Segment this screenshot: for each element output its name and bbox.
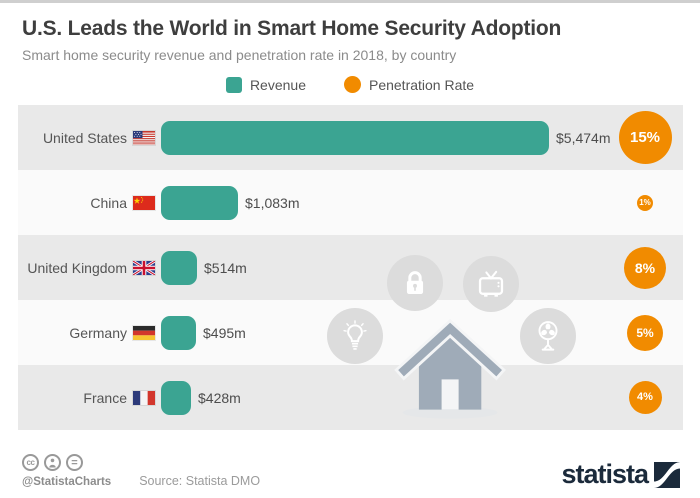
legend-item-revenue: Revenue: [225, 76, 306, 93]
license-icons: cc =: [22, 454, 260, 471]
country-cell: China: [18, 194, 161, 211]
revenue-bar: [161, 120, 549, 155]
country-label: Germany: [69, 324, 127, 341]
country-cell: United Kingdom: [18, 259, 161, 276]
page-title: U.S. Leads the World in Smart Home Secur…: [22, 17, 562, 40]
bar-cell: $5,474m: [161, 120, 683, 155]
bar-chart: United States $5,474m 15% China: [18, 105, 683, 431]
bar-cell: $495m: [161, 315, 683, 350]
penetration-badge: 1%: [637, 194, 653, 211]
revenue-value-label: $514m: [204, 259, 247, 276]
penetration-cell: 15%: [607, 105, 683, 170]
germany-flag-icon: [132, 324, 156, 341]
legend: Revenue Penetration Rate: [22, 76, 678, 94]
revenue-bar: [161, 185, 238, 220]
country-label: France: [83, 389, 127, 406]
penetration-cell: 5%: [607, 300, 683, 365]
penetration-swatch-icon: [343, 76, 361, 94]
revenue-value-label: $495m: [203, 324, 246, 341]
penetration-badge: 4%: [628, 381, 662, 415]
revenue-bar: [161, 380, 191, 415]
bar-cell: $1,083m: [161, 185, 683, 220]
header: U.S. Leads the World in Smart Home Secur…: [0, 3, 700, 94]
footer: cc = @StatistaCharts Source: Statista DM…: [0, 432, 700, 498]
penetration-badge: 5%: [627, 314, 663, 351]
statista-logo: statista: [561, 461, 680, 488]
bar-cell: $428m: [161, 380, 683, 415]
revenue-bar: [161, 315, 196, 350]
revenue-value-label: $428m: [198, 389, 241, 406]
penetration-cell: 4%: [607, 365, 683, 430]
legend-item-penetration: Penetration Rate: [343, 76, 475, 94]
statista-logomark-icon: [654, 461, 680, 488]
united-kingdom-flag-icon: [132, 259, 156, 276]
revenue-bar: [161, 250, 197, 285]
chart-row-united-states: United States $5,474m 15%: [18, 105, 683, 171]
united-states-flag-icon: [132, 129, 156, 146]
cc-license-icon: cc: [22, 454, 39, 471]
penetration-badge: 8%: [624, 246, 666, 289]
chart-row-united-kingdom: United Kingdom $514m 8%: [18, 235, 683, 301]
legend-penetration-label: Penetration Rate: [368, 76, 475, 93]
subtitle: Smart home security revenue and penetrat…: [22, 47, 457, 64]
chart-row-germany: Germany $495m 5%: [18, 300, 683, 366]
france-flag-icon: [132, 389, 156, 406]
statista-wordmark: statista: [561, 459, 649, 489]
country-label: United States: [42, 129, 127, 146]
country-label: China: [90, 194, 127, 211]
china-flag-icon: [132, 194, 156, 211]
country-label: United Kingdom: [27, 259, 127, 276]
country-cell: France: [18, 389, 161, 406]
penetration-cell: 1%: [607, 170, 683, 235]
penetration-cell: 8%: [607, 235, 683, 300]
revenue-value-label: $5,474m: [556, 129, 611, 146]
country-cell: Germany: [18, 324, 161, 341]
revenue-value-label: $1,083m: [245, 194, 300, 211]
statista-handle: @StatistaCharts: [22, 476, 112, 488]
credit-row: @StatistaCharts Source: Statista DMO: [22, 474, 260, 488]
legend-revenue-label: Revenue: [249, 76, 306, 93]
chart-row-france: France $428m 4%: [18, 365, 683, 431]
cc-nd-icon: =: [66, 454, 83, 471]
penetration-badge: 15%: [618, 111, 672, 165]
country-cell: United States: [18, 129, 161, 146]
revenue-swatch-icon: [225, 76, 242, 93]
cc-by-icon: [44, 454, 61, 471]
source-text: Source: Statista DMO: [139, 474, 261, 488]
footer-credits: cc = @StatistaCharts Source: Statista DM…: [22, 454, 260, 488]
bar-cell: $514m: [161, 250, 683, 285]
chart-row-china: China $1,083m 1%: [18, 170, 683, 236]
